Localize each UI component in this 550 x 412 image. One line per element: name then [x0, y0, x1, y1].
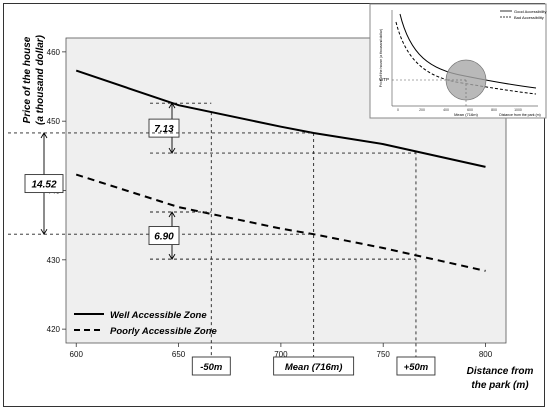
x-tick-label: 650 [172, 350, 186, 359]
y-axis-title-line2: (a thousand dollar) [35, 34, 46, 125]
legend-label-well: Well Accessible Zone [110, 310, 207, 321]
reference-label-box [273, 356, 355, 376]
annotation-box [24, 174, 64, 194]
y-tick-label: 450 [47, 117, 61, 126]
annotations-group: 7.13 14.52 6.90 [8, 102, 416, 260]
legend-label-poor: Poorly Accessible Zone [110, 326, 218, 337]
x-tick-label: 600 [70, 350, 84, 359]
reference-labels-group: -50m Mean (716m) +50m [191, 356, 436, 376]
annotation-arrowhead [40, 132, 48, 139]
annotation-box [148, 226, 180, 246]
y-tick-label: 430 [47, 256, 61, 265]
y-tick-label: 460 [47, 48, 61, 57]
series-line-well-accessible [75, 69, 486, 168]
legend: Well Accessible Zone Poorly Accessible Z… [74, 310, 218, 337]
annotation-arrowhead [168, 102, 176, 109]
inset-x-tick-label: 1000 [514, 108, 522, 112]
y-axis-title: Price of the house (a thousand dollar) [22, 34, 46, 125]
x-tick-label: 700 [274, 350, 288, 359]
reference-label-box [191, 356, 231, 376]
x-axis-title-line2: the park (m) [471, 380, 529, 391]
reference-label: Mean (716m) [285, 362, 343, 373]
annotation-arrowhead [168, 147, 176, 154]
y-tick-label: 420 [47, 325, 61, 334]
inset-y-title: Price of the house (a thousand dollar) [379, 29, 383, 87]
inset-frame [369, 3, 547, 119]
inset-mean-label: Mean (716m) [454, 112, 478, 117]
annotation-value: 14.52 [31, 180, 56, 191]
inset-x-tick-label: 400 [443, 108, 449, 112]
inset-legend-good: Good Accessibility [514, 9, 546, 14]
annotation-value: 7.13 [154, 124, 174, 135]
inset-y-title-wrap: Price of the house (a thousand dollar) [379, 29, 383, 87]
inset-legend-bad: Bad Accessibility [514, 15, 544, 20]
inset-x-tick-label: 0 [397, 108, 399, 112]
inset-wtp-label: WTP [379, 77, 389, 82]
inset-x-tick-label: 200 [419, 108, 425, 112]
x-axis-title-line1: Distance from [467, 366, 534, 377]
inset-x-tick-label: 800 [491, 108, 497, 112]
x-tick-label: 750 [377, 350, 391, 359]
inset-x-title: Distance from the park (m) [499, 113, 540, 117]
annotation-arrowhead [168, 253, 176, 260]
reference-label: +50m [404, 362, 429, 373]
chart-frame [3, 3, 545, 407]
x-tick-label: 800 [479, 350, 493, 359]
annotation-arrowhead [168, 211, 176, 218]
reference-lines [210, 112, 417, 364]
series-group [75, 69, 486, 272]
inset-chart: Good Accessibility Bad Accessibility WTP… [369, 3, 547, 119]
reference-label-box [396, 356, 436, 376]
series-line-poorly-accessible [75, 173, 486, 272]
inset-x-ticks: 0 200 400 600 800 1000 [397, 108, 522, 112]
inset-x-tick-label: 600 [467, 108, 473, 112]
y-axis-title-line1: Price of the house [22, 36, 33, 123]
reference-label: -50m [200, 362, 223, 373]
annotation-value: 6.90 [154, 232, 174, 243]
x-axis-ticks: 600 650 700 750 800 [70, 343, 493, 359]
annotation-arrowhead [40, 228, 48, 236]
